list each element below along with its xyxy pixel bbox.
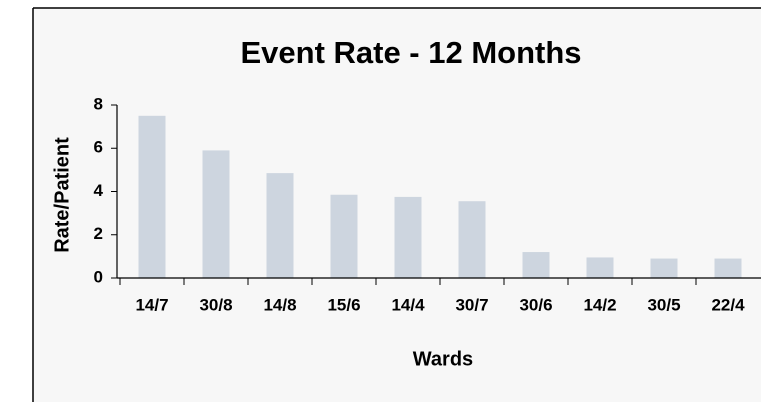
x-tick-label: 22/4: [711, 295, 745, 314]
x-tick-label: 30/6: [519, 295, 552, 314]
bar: [266, 173, 294, 278]
bar: [394, 196, 422, 278]
bar: [586, 257, 614, 278]
y-tick-label: 8: [94, 94, 103, 113]
x-tick-label: 30/7: [455, 295, 488, 314]
x-tick-label: 15/6: [327, 295, 360, 314]
x-tick-label: 30/5: [647, 295, 680, 314]
chart-title: Event Rate - 12 Months: [240, 35, 581, 70]
x-axis-label: Wards: [413, 348, 473, 370]
x-tick-label: 14/7: [135, 295, 168, 314]
y-tick-label: 4: [94, 181, 104, 200]
y-tick-label: 0: [94, 267, 103, 286]
y-tick-label: 6: [94, 138, 103, 157]
x-tick-label: 14/2: [583, 295, 616, 314]
bar: [138, 115, 166, 278]
y-tick-label: 2: [94, 224, 103, 243]
bar: [458, 201, 486, 278]
bar: [202, 150, 230, 278]
y-axis-label: Rate/Patient: [51, 137, 73, 253]
x-tick-label: 14/4: [391, 295, 425, 314]
bar: [330, 194, 358, 278]
x-tick-label: 14/8: [263, 295, 296, 314]
bar: [522, 252, 550, 278]
bar: [650, 258, 678, 278]
bar: [714, 258, 742, 278]
x-tick-label: 30/8: [199, 295, 232, 314]
